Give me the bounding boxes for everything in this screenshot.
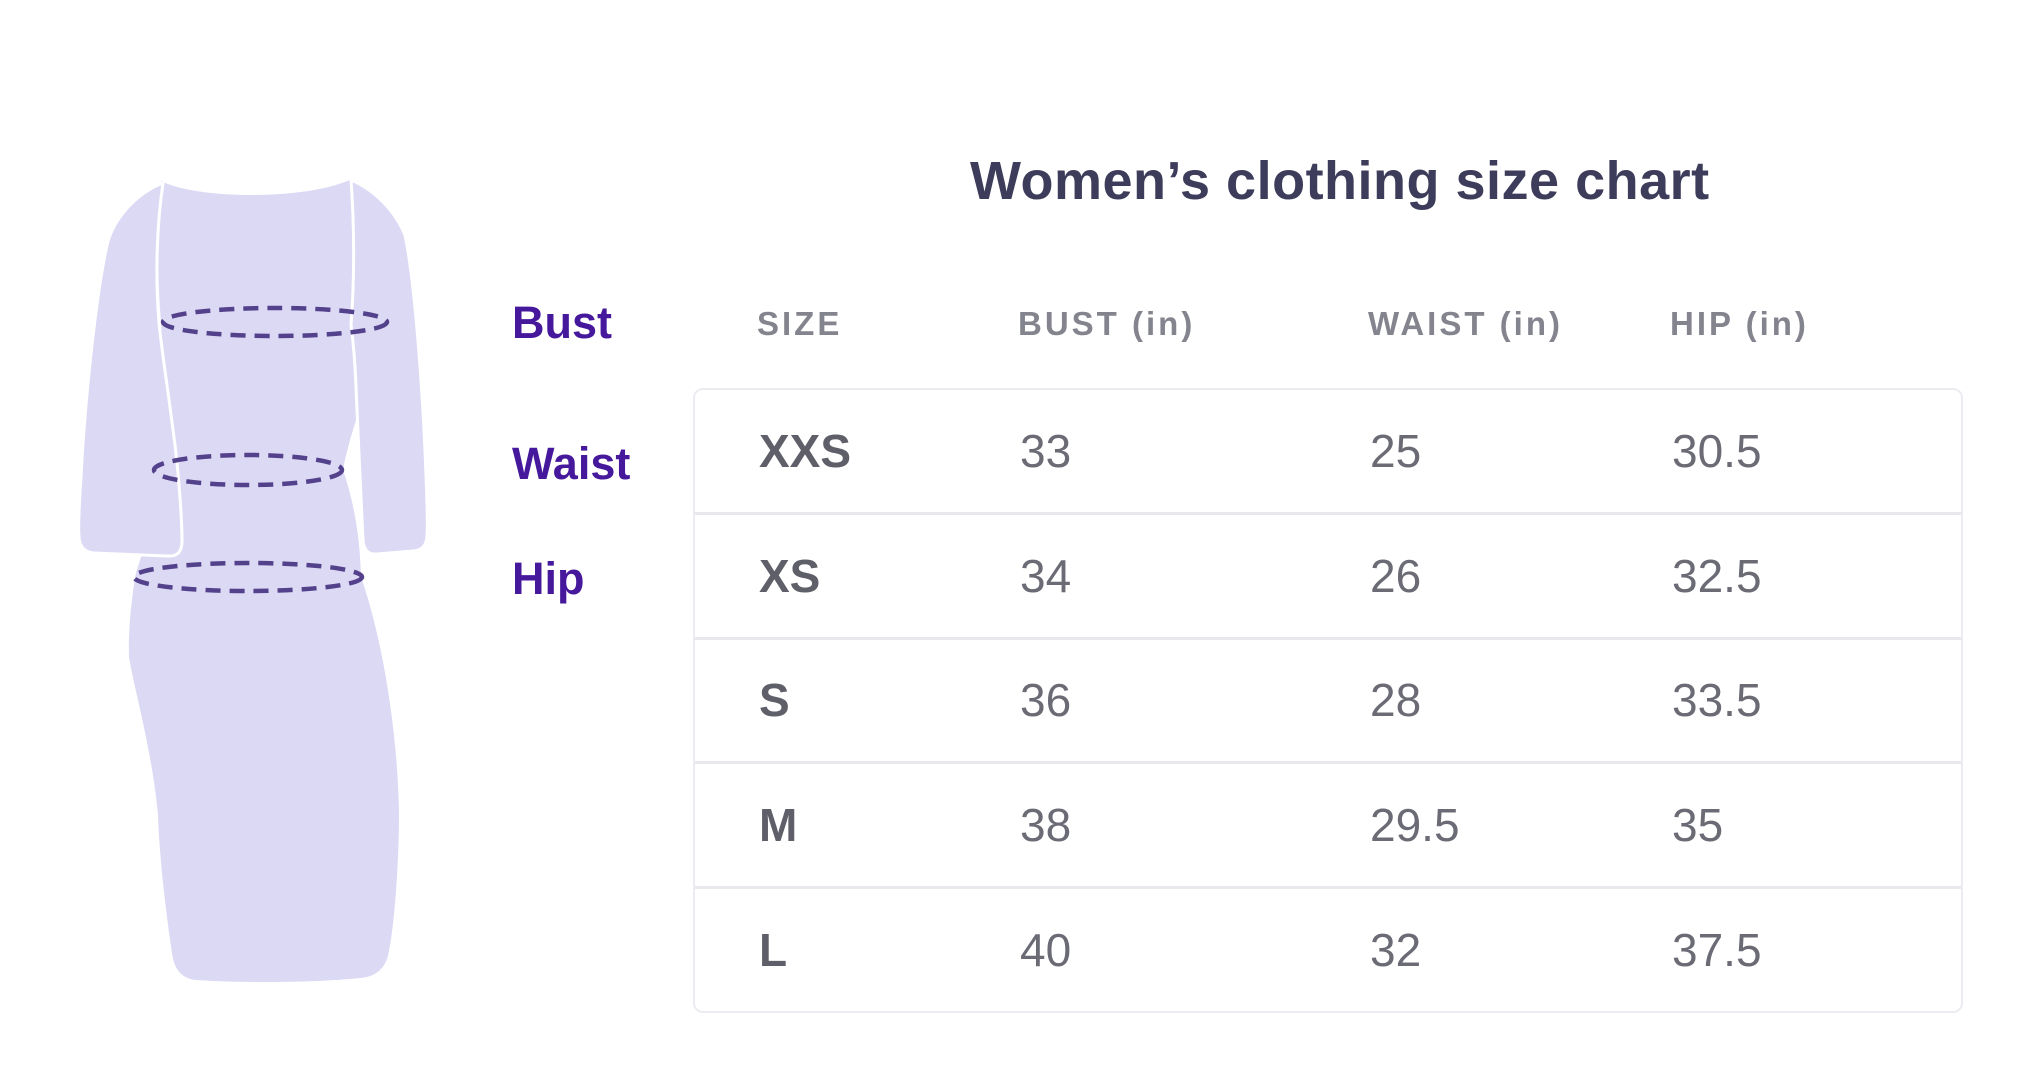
dress-body-silhouette — [128, 179, 401, 983]
bust-cell: 33 — [1020, 424, 1072, 477]
hip-cell: 37.5 — [1672, 924, 1762, 977]
size-cell: XS — [759, 549, 821, 602]
waist-cell: 29.5 — [1370, 799, 1460, 852]
hip-cell: 30.5 — [1672, 424, 1762, 477]
waist-measure-ellipse — [151, 452, 345, 488]
column-header-waist: WAIST (in) — [1368, 305, 1563, 342]
bust-cell: 34 — [1020, 549, 1072, 602]
waist-cell: 26 — [1370, 549, 1422, 602]
column-header-bust: BUST (in) — [1018, 305, 1196, 342]
bust-label: Bust — [512, 297, 612, 348]
dress-sleeve-left — [77, 180, 184, 558]
dress-sleeve-right — [349, 177, 429, 556]
hip-cell: 32.5 — [1672, 549, 1762, 602]
size-cell: S — [759, 674, 790, 727]
column-header-size: SIZE — [757, 305, 843, 342]
hip-measure-ellipse — [131, 560, 365, 594]
waist-cell: 28 — [1370, 674, 1422, 727]
page-title: Women’s clothing size chart — [970, 151, 1710, 211]
size-cell: L — [759, 924, 788, 977]
bust-cell: 36 — [1020, 674, 1072, 727]
bust-measure-ellipse — [160, 305, 390, 339]
bust-cell: 40 — [1020, 924, 1072, 977]
table-row: M 38 29.5 35 — [695, 761, 1961, 887]
size-cell: M — [759, 799, 798, 852]
table-row: XXS 33 25 30.5 — [695, 390, 1961, 512]
waist-label: Waist — [512, 438, 631, 489]
waist-cell: 25 — [1370, 424, 1422, 477]
dress-illustration — [77, 177, 429, 983]
hip-cell: 35 — [1672, 799, 1724, 852]
table-header: SIZE BUST (in) WAIST (in) HIP (in) — [693, 301, 2027, 347]
table-row: S 36 28 33.5 — [695, 636, 1961, 762]
size-table: XXS 33 25 30.5 XS 34 26 32.5 S 36 28 33.… — [693, 388, 1963, 1013]
table-row: XS 34 26 32.5 — [695, 511, 1961, 637]
waist-cell: 32 — [1370, 924, 1422, 977]
size-cell: XXS — [759, 424, 852, 477]
table-row: L 40 32 37.5 — [695, 886, 1961, 1011]
column-header-hip: HIP (in) — [1670, 305, 1809, 342]
bust-cell: 38 — [1020, 799, 1072, 852]
hip-label: Hip — [512, 553, 585, 604]
hip-cell: 33.5 — [1672, 674, 1762, 727]
